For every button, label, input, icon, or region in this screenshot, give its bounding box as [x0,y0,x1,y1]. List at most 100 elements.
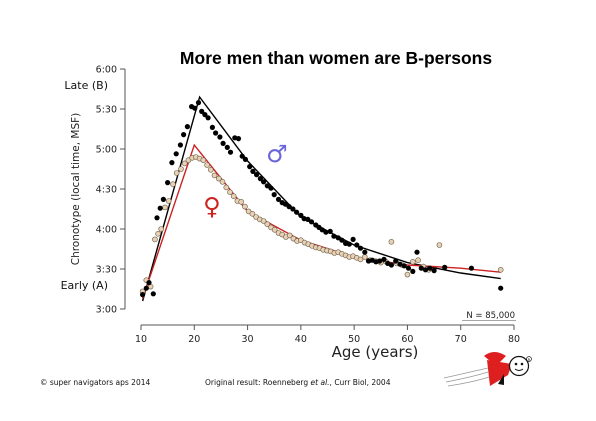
male-symbol-icon: ♂ [266,140,288,168]
male-point [154,215,160,221]
male-point [275,196,282,202]
male-point [195,100,202,106]
male-point [261,179,267,185]
male-point [169,160,175,166]
male-point [242,156,248,162]
y-tick-label: 5:30 [96,104,117,115]
male-point [350,236,356,242]
x-tick-label: 70 [455,334,467,345]
y-side-labels: Late (B) Early (A) [61,79,108,292]
female-point [436,242,443,248]
female-point [181,160,188,167]
male-point [319,227,325,233]
female-fit-line [141,143,501,299]
chart-title: More men than women are B-persons [180,48,492,68]
female-point [264,221,271,227]
y-side-label: Late (B) [64,79,108,92]
male-point [442,264,448,270]
female-point [200,157,207,163]
female-point [211,172,218,179]
male-point [410,268,416,274]
female-point [219,179,226,185]
female-point [357,256,364,263]
female-point [152,236,158,243]
female-point [404,271,411,278]
x-tick-label: 20 [188,334,200,345]
male-point [397,261,403,267]
male-point [165,180,171,186]
male-point [414,249,420,255]
y-tick-label: 4:30 [96,184,117,195]
male-point [181,132,187,138]
male-point [405,265,412,271]
female-point [242,203,248,210]
male-point [357,245,364,251]
male-point [177,142,183,148]
male-point [146,280,152,286]
male-point [247,164,253,170]
male-point [199,108,205,114]
data-points [139,100,504,298]
male-point [209,124,215,130]
female-point [216,175,222,182]
axes [124,69,514,326]
female-point [223,184,230,191]
male-point [213,130,219,136]
male-point [220,140,226,146]
male-point [157,205,163,211]
male-point [282,201,288,207]
male-point [401,263,407,269]
x-tick-label: 10 [135,334,147,345]
male-point [388,262,394,268]
female-point [155,231,161,237]
male-point [308,219,315,225]
male-point [140,292,146,298]
male-point [192,105,198,111]
female-point [162,204,168,211]
x-ticks: 10 20 30 40 50 60 70 80 [135,325,520,345]
male-point [254,172,260,178]
x-tick-label: 40 [295,334,307,345]
female-point [271,227,278,233]
female-point [361,254,368,260]
y-tick-label: 3:00 [96,304,117,315]
source-citation: Original result: Roenneberg et al., Curr… [205,378,391,387]
male-point [323,229,329,235]
male-point [422,267,429,273]
male-point [498,285,504,291]
male-point [217,134,223,140]
female-point [170,181,176,187]
male-point [205,115,211,121]
x-tick-label: 60 [401,334,413,345]
male-point [362,249,368,255]
male-point [354,242,360,248]
fit-lines [141,95,501,302]
male-point [227,149,234,155]
male-point [202,112,208,118]
source-suffix: , Curr Biol, 2004 [330,378,391,387]
y-ticks: 3:00 3:30 4:00 4:30 5:00 5:30 6:00 [96,64,125,315]
male-point [235,136,242,142]
y-tick-label: 3:30 [96,264,117,275]
x-axis-label: Age (years) [332,343,419,361]
female-point [286,232,293,239]
male-point [184,124,190,130]
male-point [160,196,166,202]
female-point [230,193,237,199]
x-tick-label: 50 [348,334,360,345]
male-point [418,265,424,271]
male-point [393,258,399,264]
logo-mark: R [528,358,531,362]
male-point [327,228,333,234]
y-tick-label: 6:00 [96,64,117,75]
female-point [238,199,244,205]
female-point [227,189,233,195]
male-point [250,168,256,174]
female-point [165,198,172,204]
female-point [208,167,214,173]
male-point [346,241,352,247]
male-point [331,233,337,239]
male-point [468,265,474,271]
male-point [294,209,300,215]
